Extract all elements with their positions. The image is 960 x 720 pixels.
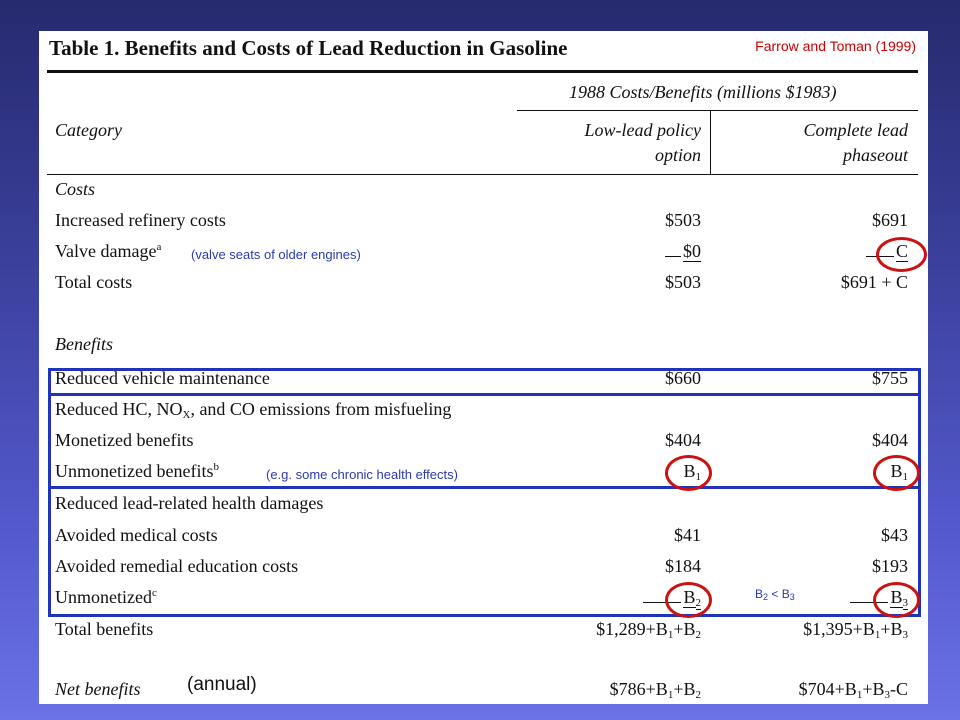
valve-note: (valve seats of older engines) bbox=[191, 247, 361, 262]
net-col2-sub1: 1 bbox=[856, 689, 863, 701]
total-benefits-col2-sub3: 3 bbox=[902, 629, 909, 641]
remedial-label: Avoided remedial education costs bbox=[55, 556, 299, 576]
col1-header-line1: Low-lead policy bbox=[584, 120, 701, 140]
slide-page: Table 1. Benefits and Costs of Lead Redu… bbox=[39, 31, 928, 704]
unmonetized-benefits-label: Unmonetized benefitsb bbox=[55, 461, 219, 482]
col1-header-line2: option bbox=[654, 145, 701, 165]
valve-col1-rule bbox=[665, 256, 681, 257]
net-col2-c: -C bbox=[890, 679, 908, 699]
benefits-section-label: Benefits bbox=[55, 334, 113, 354]
super-header: 1988 Costs/Benefits (millions $1983) bbox=[569, 82, 837, 102]
total-benefits-col1-sub1: 1 bbox=[667, 629, 674, 641]
maintenance-label: Reduced vehicle maintenance bbox=[55, 368, 270, 388]
b2-rule bbox=[643, 602, 682, 603]
total-costs-label: Total costs bbox=[55, 272, 133, 292]
b1-col2-highlight-ring bbox=[873, 455, 920, 491]
header-rule bbox=[47, 174, 918, 175]
total-costs-col1: $503 bbox=[665, 272, 701, 292]
medical-col2: $43 bbox=[881, 525, 908, 545]
col2-header-line2: phaseout bbox=[843, 145, 908, 165]
b2-highlight-ring bbox=[665, 582, 712, 618]
valve-label: Valve damagea bbox=[55, 241, 161, 262]
monetized-col2: $404 bbox=[872, 430, 908, 450]
annual-note: (annual) bbox=[187, 674, 257, 695]
lead-health-highlight-box bbox=[48, 486, 921, 617]
unmon-footnote: c bbox=[151, 587, 157, 599]
net-benefits-col2: $704+B1+B3-C bbox=[799, 679, 908, 701]
refinery-col2: $691 bbox=[872, 210, 908, 230]
health-note: (e.g. some chronic health effects) bbox=[266, 467, 458, 482]
unmonetized-label: Unmonetizedc bbox=[55, 587, 157, 608]
net-col1-sub2: 2 bbox=[695, 689, 702, 701]
lead-health-label: Reduced lead-related health damages bbox=[55, 493, 324, 513]
total-benefits-label: Total benefits bbox=[55, 619, 154, 639]
citation: Farrow and Toman (1999) bbox=[755, 38, 916, 54]
maintenance-col1: $660 bbox=[665, 368, 701, 388]
valve-col1-value: $0 bbox=[683, 241, 701, 262]
b1-col1-highlight-ring bbox=[665, 455, 712, 491]
refinery-col1: $503 bbox=[665, 210, 701, 230]
net-col1-sub1: 1 bbox=[667, 689, 674, 701]
b2-b3-comparison: B2 < B3 bbox=[755, 587, 795, 602]
col2-header-line1: Complete lead bbox=[803, 120, 908, 140]
net-col2-sub3: 3 bbox=[884, 689, 891, 701]
total-costs-col2: $691 + C bbox=[840, 272, 908, 292]
misfueling-highlight-box bbox=[48, 393, 921, 489]
net-benefits-label: Net benefits bbox=[55, 679, 141, 699]
hc-label-sub: X bbox=[182, 409, 191, 421]
super-header-rule bbox=[517, 110, 918, 111]
remedial-col2: $193 bbox=[872, 556, 908, 576]
compare-sub3: 3 bbox=[789, 592, 795, 602]
c-highlight-ring bbox=[876, 237, 927, 272]
unmon-label-text: Unmonetized bbox=[55, 587, 152, 607]
title-rule bbox=[47, 70, 918, 73]
net-col1-b: +B bbox=[673, 679, 696, 699]
compare-b: B bbox=[755, 587, 764, 601]
maintenance-col2: $755 bbox=[872, 368, 908, 388]
medical-label: Avoided medical costs bbox=[55, 525, 218, 545]
net-col1-a: $786+B bbox=[609, 679, 668, 699]
remedial-col1: $184 bbox=[665, 556, 701, 576]
medical-col1: $41 bbox=[674, 525, 701, 545]
unmonetized-label-text: Unmonetized benefits bbox=[55, 461, 214, 481]
total-benefits-col2: $1,395+B1+B3 bbox=[803, 619, 908, 641]
hc-label-b: , and CO emissions from misfueling bbox=[190, 399, 452, 419]
total-benefits-col2-b: +B bbox=[880, 619, 903, 639]
b3-rule bbox=[850, 602, 889, 603]
total-benefits-col1-a: $1,289+B bbox=[596, 619, 668, 639]
table-title: Table 1. Benefits and Costs of Lead Redu… bbox=[49, 36, 568, 60]
total-benefits-col1: $1,289+B1+B2 bbox=[596, 619, 701, 641]
net-benefits-col1: $786+B1+B2 bbox=[610, 679, 701, 701]
net-col2-b: +B bbox=[862, 679, 885, 699]
b3-highlight-ring bbox=[873, 582, 920, 618]
hc-label-a: Reduced HC, NO bbox=[55, 399, 183, 419]
total-benefits-col1-sub2: 2 bbox=[695, 629, 702, 641]
refinery-label: Increased refinery costs bbox=[55, 210, 226, 230]
compare-op: < B bbox=[768, 587, 790, 601]
compare-sub2: 2 bbox=[763, 592, 769, 602]
net-col2-a: $704+B bbox=[798, 679, 857, 699]
total-benefits-col2-sub1: 1 bbox=[874, 629, 881, 641]
monetized-label: Monetized benefits bbox=[55, 430, 194, 450]
valve-footnote: a bbox=[156, 241, 162, 253]
col-divider bbox=[710, 111, 711, 174]
total-benefits-col1-b: +B bbox=[673, 619, 696, 639]
total-benefits-col2-a: $1,395+B bbox=[803, 619, 875, 639]
costs-section-label: Costs bbox=[55, 179, 96, 199]
valve-col1: $0 bbox=[665, 241, 701, 262]
hc-emissions-label: Reduced HC, NOX, and CO emissions from m… bbox=[55, 399, 451, 421]
category-header: Category bbox=[55, 120, 122, 140]
valve-label-text: Valve damage bbox=[55, 241, 157, 261]
monetized-col1: $404 bbox=[665, 430, 701, 450]
unmonetized-footnote: b bbox=[213, 461, 219, 473]
maintenance-highlight-box bbox=[48, 368, 921, 396]
